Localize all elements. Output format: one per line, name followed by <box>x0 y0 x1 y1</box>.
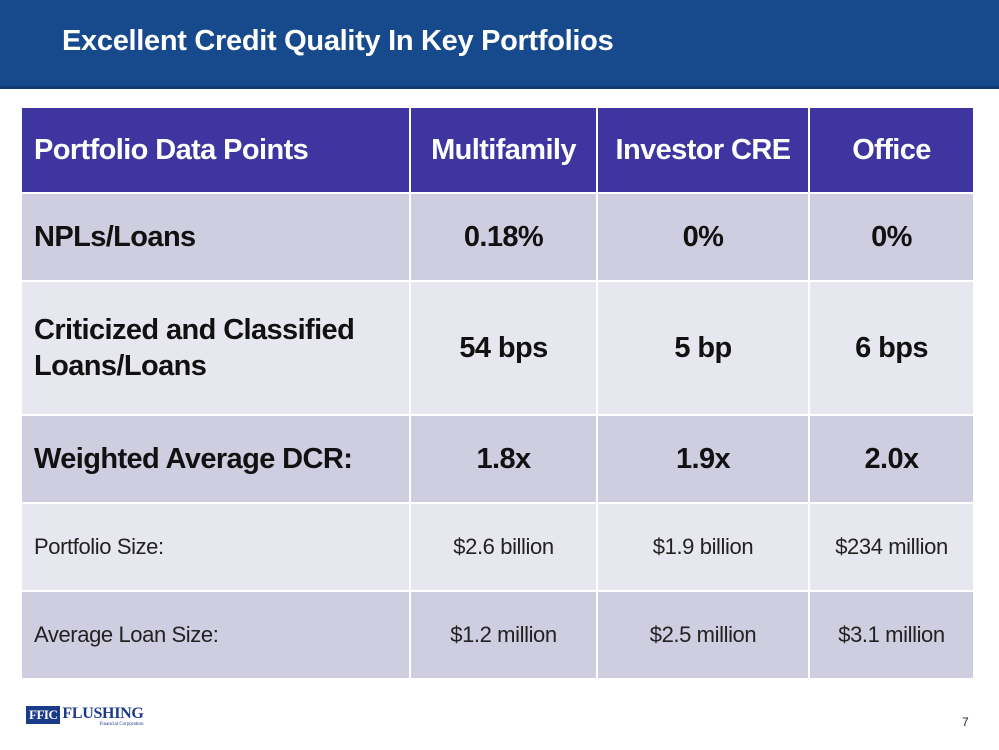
page-title: Excellent Credit Quality In Key Portfoli… <box>62 25 614 57</box>
header-bar: Excellent Credit Quality In Key Portfoli… <box>0 0 999 89</box>
row-label: Criticized and Classified Loans/Loans <box>20 280 411 416</box>
table-row: Portfolio Size: $2.6 billion $1.9 billio… <box>20 502 975 592</box>
cell-office: 0% <box>808 192 975 282</box>
row-label: Weighted Average DCR: <box>20 414 411 504</box>
cell-investor-cre: 0% <box>596 192 810 282</box>
cell-multifamily: 0.18% <box>409 192 598 282</box>
logo-subtitle: Financial Corporation <box>99 722 144 727</box>
table-row: Average Loan Size: $1.2 million $2.5 mil… <box>20 590 975 680</box>
cell-investor-cre: $1.9 billion <box>596 502 810 592</box>
column-header-portfolio-data-points: Portfolio Data Points <box>20 106 411 194</box>
table-row: Weighted Average DCR: 1.8x 1.9x 2.0x <box>20 414 975 504</box>
column-header-investor-cre: Investor CRE <box>596 106 810 194</box>
cell-multifamily: 1.8x <box>409 414 598 504</box>
cell-multifamily: $2.6 billion <box>409 502 598 592</box>
page-number: 7 <box>962 715 969 729</box>
company-logo: FFIC FLUSHING Financial Corporation <box>26 706 144 730</box>
table-header-row: Portfolio Data Points Multifamily Invest… <box>20 106 975 194</box>
row-label: Portfolio Size: <box>20 502 411 592</box>
cell-multifamily: 54 bps <box>409 280 598 416</box>
cell-office: $234 million <box>808 502 975 592</box>
cell-investor-cre: 1.9x <box>596 414 810 504</box>
table-row: Criticized and Classified Loans/Loans 54… <box>20 280 975 416</box>
cell-investor-cre: $2.5 million <box>596 590 810 680</box>
logo-mark: FFIC <box>26 706 61 724</box>
cell-investor-cre: 5 bp <box>596 280 810 416</box>
logo-text: FLUSHING Financial Corporation <box>62 706 143 728</box>
portfolio-table: Portfolio Data Points Multifamily Invest… <box>20 106 975 680</box>
table-row: NPLs/Loans 0.18% 0% 0% <box>20 192 975 282</box>
cell-multifamily: $1.2 million <box>409 590 598 680</box>
row-label: NPLs/Loans <box>20 192 411 282</box>
logo-name: FLUSHING <box>62 705 144 722</box>
cell-office: $3.1 million <box>808 590 975 680</box>
column-header-office: Office <box>808 106 975 194</box>
cell-office: 6 bps <box>808 280 975 416</box>
column-header-multifamily: Multifamily <box>409 106 598 194</box>
row-label: Average Loan Size: <box>20 590 411 680</box>
cell-office: 2.0x <box>808 414 975 504</box>
